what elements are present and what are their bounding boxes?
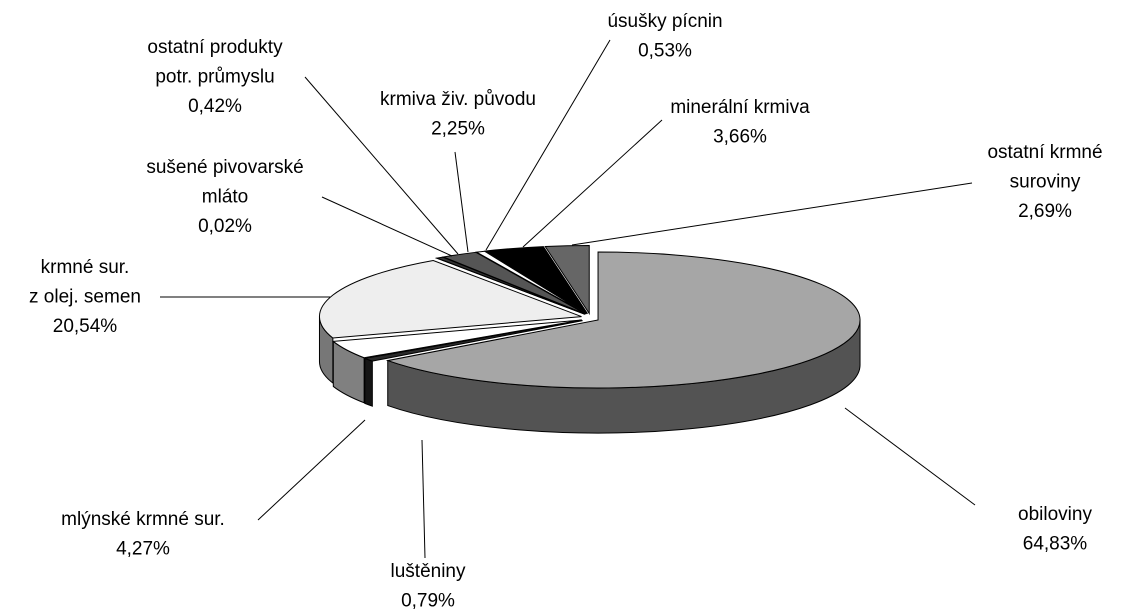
- value-label: 20,54%: [53, 316, 118, 337]
- leader-line: [522, 119, 663, 248]
- slice-label: krmné sur.: [41, 257, 130, 278]
- value-label: 0,79%: [401, 591, 455, 612]
- slice-label: úsušky pícnin: [607, 11, 722, 32]
- leader-line: [571, 182, 973, 246]
- value-label: 0,53%: [638, 41, 692, 62]
- value-label: 0,42%: [188, 96, 242, 117]
- value-label: 3,66%: [713, 127, 767, 148]
- slice: [441, 251, 586, 315]
- leader-line: [844, 407, 976, 506]
- slice-label: z olej. semen: [29, 287, 141, 308]
- value-label: 64,83%: [1023, 534, 1088, 555]
- slice: [319, 259, 582, 339]
- leader-line: [257, 419, 366, 521]
- leader-line: [454, 151, 469, 253]
- value-label: 0,02%: [198, 216, 252, 237]
- slice-label: minerální krmiva: [670, 97, 810, 118]
- leader-line: [321, 196, 453, 257]
- slice-side: [364, 357, 373, 407]
- slice-label: mláto: [202, 187, 248, 208]
- slice-label: krmiva živ. původu: [380, 89, 536, 110]
- slice: [544, 245, 590, 316]
- slice-label: obiloviny: [1018, 504, 1092, 525]
- slice-label: luštěniny: [391, 561, 466, 582]
- leader-line: [485, 39, 611, 251]
- slice-label: ostatní krmné: [987, 142, 1102, 163]
- value-label: 4,27%: [116, 539, 170, 560]
- slice: [331, 319, 583, 359]
- slice-label: suroviny: [1010, 172, 1081, 193]
- slice: [362, 320, 583, 362]
- leader-line: [421, 439, 426, 559]
- slice: [385, 251, 861, 389]
- slice: [484, 246, 588, 315]
- slice-label: ostatní produkty: [147, 37, 283, 58]
- leader-line: [304, 76, 459, 255]
- slice-label: mlýnské krmné sur.: [61, 509, 225, 530]
- slice-label: sušené pivovarské: [146, 157, 303, 178]
- value-label: 2,69%: [1018, 201, 1072, 222]
- slice-label: potr. průmyslu: [155, 67, 274, 88]
- value-label: 2,25%: [431, 119, 485, 140]
- slice: [475, 250, 587, 315]
